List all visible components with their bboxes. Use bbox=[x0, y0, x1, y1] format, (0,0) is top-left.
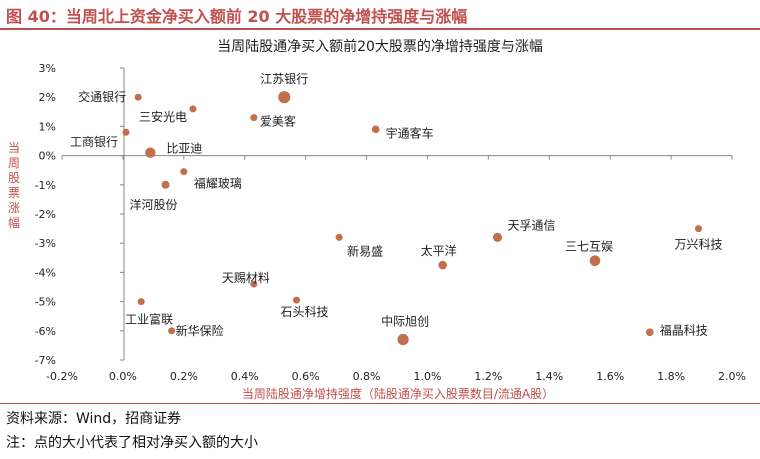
scatter-point bbox=[161, 180, 170, 189]
point-label: 天孚通信 bbox=[508, 218, 556, 232]
scatter-point bbox=[137, 298, 145, 306]
y-tick-label: -7% bbox=[35, 354, 56, 367]
point-label: 新华保险 bbox=[176, 323, 224, 338]
figure-header: 图 40：当周北上资金净买入额前 20 大股票的净增持强度与涨幅 bbox=[0, 0, 760, 30]
scatter-point bbox=[371, 125, 380, 134]
point-label: 太平洋 bbox=[421, 243, 457, 258]
point-label: 洋河股份 bbox=[130, 197, 178, 212]
scatter-point bbox=[122, 128, 130, 136]
point-label: 三安光电 bbox=[139, 109, 187, 124]
y-tick-label: 2% bbox=[39, 91, 56, 104]
point-label: 福耀玻璃 bbox=[194, 176, 242, 191]
x-tick-label: 0.6% bbox=[292, 370, 320, 383]
y-tick-label: -1% bbox=[35, 179, 56, 192]
scatter-point bbox=[397, 333, 409, 346]
y-tick-label: -6% bbox=[35, 325, 56, 338]
scatter-point bbox=[134, 93, 142, 101]
scatter-point bbox=[180, 168, 188, 176]
scatter-point bbox=[189, 105, 197, 113]
point-label: 江苏银行 bbox=[260, 72, 308, 86]
scatter-point bbox=[645, 328, 654, 337]
x-tick-label: 0.8% bbox=[353, 370, 381, 383]
y-tick-label: 3% bbox=[39, 62, 56, 75]
y-tick-label: -3% bbox=[35, 237, 56, 250]
point-label: 万兴科技 bbox=[675, 238, 723, 252]
y-tick-label: -5% bbox=[35, 296, 56, 309]
figure-title: 图 40：当周北上资金净买入额前 20 大股票的净增持强度与涨幅 bbox=[6, 7, 468, 26]
point-label: 工商银行 bbox=[70, 134, 118, 149]
point-label: 比亚迪 bbox=[166, 142, 202, 156]
chart-title: 当周陆股通净买入额前20大股票的净增持强度与涨幅 bbox=[217, 39, 543, 55]
point-label: 交通银行 bbox=[78, 89, 126, 104]
scatter-point bbox=[293, 296, 300, 304]
y-tick-label: 1% bbox=[39, 120, 56, 133]
point-label: 新易盛 bbox=[347, 243, 383, 258]
point-label: 三七互娱 bbox=[565, 240, 613, 254]
point-label: 天赐材料 bbox=[222, 271, 270, 285]
y-tick-label: -4% bbox=[35, 266, 56, 279]
scatter-point bbox=[145, 147, 156, 158]
scatter-point bbox=[278, 91, 291, 104]
x-tick-label: 1.8% bbox=[657, 370, 685, 383]
scatter-point bbox=[695, 225, 702, 233]
x-tick-label: 0.4% bbox=[231, 370, 259, 383]
y-axis-label: 当周股票涨幅 bbox=[8, 141, 20, 230]
x-tick-label: 0.2% bbox=[170, 370, 198, 383]
x-tick-label: 1.2% bbox=[474, 370, 502, 383]
scatter-point bbox=[250, 114, 258, 122]
scatter-point bbox=[250, 280, 258, 288]
x-tick-label: 1.4% bbox=[535, 370, 563, 383]
scatter-point bbox=[438, 260, 447, 270]
point-label: 石头科技 bbox=[281, 305, 329, 319]
x-tick-label: 1.0% bbox=[413, 370, 441, 383]
scatter-chart: 3% 2% 1% 0% -1% -2% -3% -4% -5% -6% -7% -0.2% 0.0% 0.… bbox=[8, 62, 746, 400]
size-note: 注：点的大小代表了相对净买入额的大小 bbox=[6, 435, 258, 451]
y-tick-label: -2% bbox=[35, 208, 56, 221]
x-tick-label: 0.0% bbox=[109, 370, 137, 383]
point-label: 爱美客 bbox=[260, 114, 296, 129]
scatter-point bbox=[335, 233, 343, 241]
x-tick-label: 2.0% bbox=[718, 370, 746, 383]
x-axis-label: 当周陆股通净增持强度（陆股通净买入股票数目/流通A股） bbox=[242, 386, 554, 400]
y-tick-label: 0% bbox=[39, 150, 56, 163]
scatter-point bbox=[168, 327, 176, 335]
point-label: 工业富联 bbox=[125, 312, 173, 327]
scatter-point bbox=[492, 232, 503, 242]
x-tick-label: -0.2% bbox=[46, 370, 78, 383]
point-label: 宇通客车 bbox=[386, 125, 434, 140]
bottom-divider bbox=[0, 403, 760, 404]
scatter-point bbox=[589, 255, 601, 267]
x-tick-label: 1.6% bbox=[596, 370, 624, 383]
point-label: 福晶科技 bbox=[660, 322, 708, 337]
source-note: 资料来源：Wind，招商证券 bbox=[6, 411, 182, 427]
point-label: 中际旭创 bbox=[381, 314, 429, 329]
